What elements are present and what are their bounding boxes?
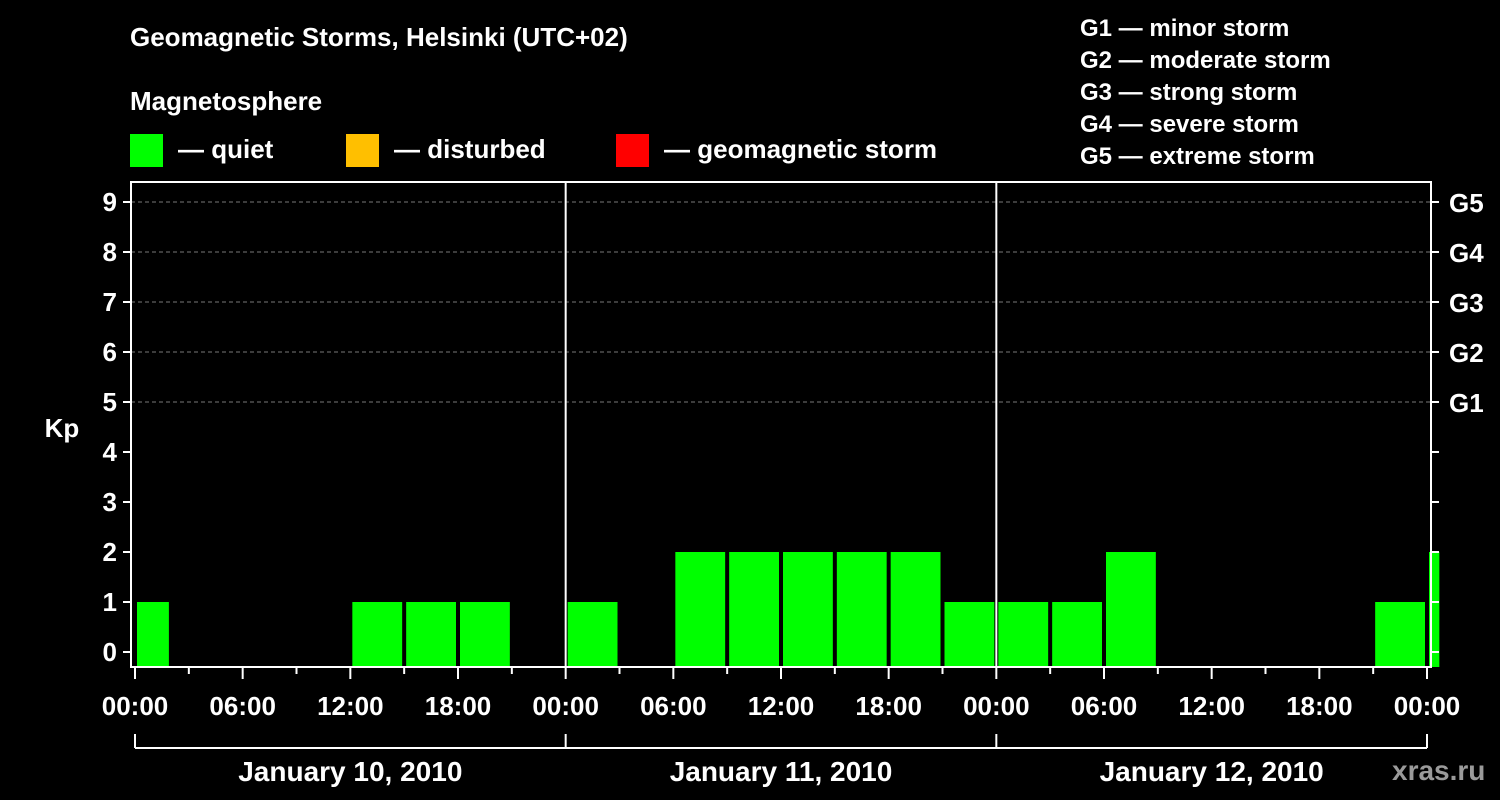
g5-description: G5 — extreme storm (1080, 143, 1315, 170)
legend-disturbed-label: — disturbed (394, 134, 546, 164)
g-tick-label-G3: G3 (1449, 288, 1484, 318)
g-tick-label-G2: G2 (1449, 338, 1484, 368)
kp-bar-7 (783, 552, 833, 667)
kp-bar-6 (729, 552, 779, 667)
kp-bar-10 (944, 602, 995, 667)
kp-bar-3 (460, 602, 510, 667)
y-tick-label-0: 0 (103, 637, 117, 667)
legend-quiet-label: — quiet (178, 134, 274, 164)
kp-bar-2 (406, 602, 456, 667)
y-tick-label-6: 6 (103, 337, 117, 367)
quiet-swatch (130, 134, 163, 167)
day-label-2: January 12, 2010 (1100, 756, 1324, 787)
y-axis-label: Kp (45, 413, 80, 443)
x-tick-label-3: 18:00 (425, 691, 492, 721)
x-tick-label-6: 12:00 (748, 691, 815, 721)
y-tick-label-2: 2 (103, 537, 117, 567)
chart-title: Geomagnetic Storms, Helsinki (UTC+02) (130, 22, 628, 52)
day-label-0: January 10, 2010 (238, 756, 462, 787)
x-tick-label-2: 12:00 (317, 691, 384, 721)
g-tick-label-G1: G1 (1449, 388, 1484, 418)
g4-description: G4 — severe storm (1080, 111, 1299, 138)
kp-bar-12 (1052, 602, 1102, 667)
kp-bar-4 (567, 602, 618, 667)
y-tick-label-4: 4 (103, 437, 118, 467)
kp-bar-15 (1429, 552, 1440, 667)
kp-bar-5 (675, 552, 726, 667)
kp-bar-1 (352, 602, 403, 667)
kp-bar-13 (1106, 552, 1156, 667)
x-tick-label-4: 00:00 (532, 691, 599, 721)
g3-description: G3 — strong storm (1080, 79, 1298, 106)
kp-bar-0 (137, 602, 169, 667)
day-label-1: January 11, 2010 (670, 756, 893, 787)
kp-bar-9 (890, 552, 941, 667)
x-tick-label-11: 18:00 (1286, 691, 1353, 721)
x-tick-label-10: 12:00 (1178, 691, 1245, 721)
y-tick-label-8: 8 (103, 237, 117, 267)
watermark: xras.ru (1392, 755, 1486, 786)
g1-description: G1 — minor storm (1080, 15, 1290, 42)
g-tick-label-G4: G4 (1449, 238, 1484, 268)
y-tick-label-7: 7 (103, 287, 117, 317)
g2-description: G2 — moderate storm (1080, 47, 1331, 74)
kp-bar-14 (1375, 602, 1425, 667)
y-tick-label-1: 1 (103, 587, 117, 617)
plot-frame (130, 181, 1432, 668)
g-tick-label-G5: G5 (1449, 188, 1484, 218)
x-tick-label-12: 00:00 (1394, 691, 1461, 721)
x-tick-label-8: 00:00 (963, 691, 1030, 721)
x-tick-label-9: 06:00 (1071, 691, 1138, 721)
x-tick-label-1: 06:00 (209, 691, 276, 721)
x-tick-label-5: 06:00 (640, 691, 707, 721)
kp-bar-8 (836, 552, 887, 667)
y-tick-label-5: 5 (103, 387, 117, 417)
magnetosphere-heading: Magnetosphere (130, 86, 323, 116)
y-tick-label-3: 3 (103, 487, 117, 517)
disturbed-swatch (346, 134, 379, 167)
storm-swatch (616, 134, 649, 167)
x-tick-label-7: 18:00 (855, 691, 922, 721)
y-tick-label-9: 9 (103, 187, 117, 217)
x-tick-label-0: 00:00 (102, 691, 169, 721)
legend-storm-label: — geomagnetic storm (664, 134, 938, 164)
kp-bar-11 (998, 602, 1049, 667)
